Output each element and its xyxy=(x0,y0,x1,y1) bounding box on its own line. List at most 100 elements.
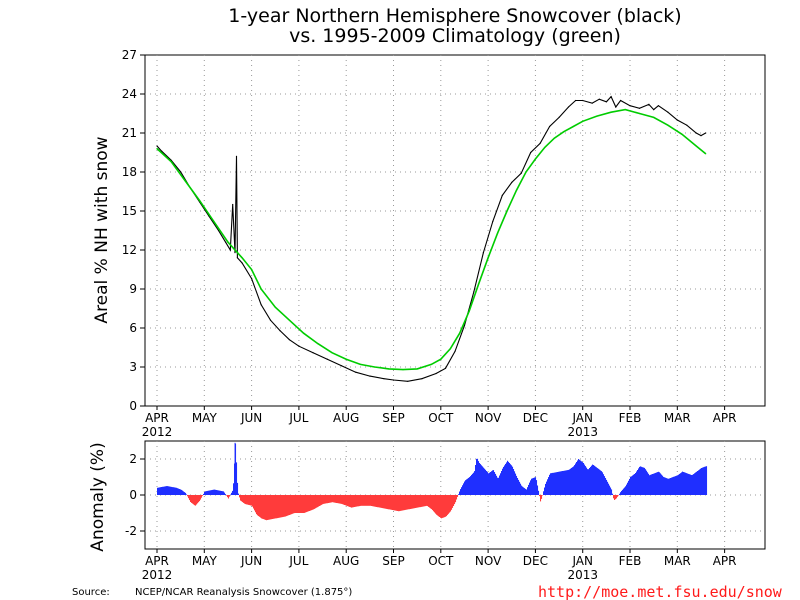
anomaly-bar xyxy=(519,481,521,495)
anomaly-y-axis: -2 0 2 xyxy=(125,452,145,538)
anomaly-bar xyxy=(562,471,564,495)
anomaly-bar xyxy=(481,465,483,495)
anomaly-bar xyxy=(284,495,286,517)
anomaly-bar xyxy=(554,472,556,495)
anomaly-bar xyxy=(303,495,305,513)
anomaly-bar xyxy=(246,495,248,505)
main-y-tick-label: 3 xyxy=(129,360,137,374)
anomaly-bar xyxy=(470,476,472,495)
snowcover-point xyxy=(511,181,513,183)
anomaly-bar xyxy=(162,486,164,495)
anomaly-bar xyxy=(561,471,563,495)
anomaly-bar xyxy=(252,495,254,507)
anomaly-bar xyxy=(698,470,700,495)
anomaly-bar xyxy=(280,495,282,518)
snowcover-point xyxy=(444,367,447,369)
anomaly-bar xyxy=(159,487,161,495)
anomaly-bar xyxy=(663,476,665,495)
anomaly-bar xyxy=(435,495,437,514)
anomaly-bar xyxy=(565,470,567,495)
anomaly-bar xyxy=(314,495,316,509)
snowcover-point xyxy=(582,99,584,102)
anomaly-bar xyxy=(292,495,294,514)
main-year-label: 2012 xyxy=(142,425,173,439)
anomaly-bar xyxy=(250,495,252,506)
anomaly-bar xyxy=(338,495,340,504)
anomaly-bar xyxy=(573,466,575,495)
climatology-point xyxy=(359,363,361,365)
anomaly-bar xyxy=(627,482,629,495)
main-y-tick-label: 27 xyxy=(122,48,137,62)
anomaly-bar xyxy=(415,495,417,508)
anomaly-bar xyxy=(407,495,409,510)
climatology-point xyxy=(430,363,432,365)
anomaly-bar xyxy=(184,492,186,495)
anomaly-bar xyxy=(621,490,623,495)
climatology-point xyxy=(402,369,404,371)
anomaly-bar xyxy=(228,495,230,499)
anomaly-bar xyxy=(583,463,585,495)
anomaly-bar xyxy=(460,489,462,495)
source-url-link[interactable]: http://moe.met.fsu.edu/snow xyxy=(538,583,783,600)
anomaly-bar xyxy=(453,495,455,506)
anomaly-bar xyxy=(326,495,328,504)
anomaly-bar xyxy=(544,487,546,495)
anomaly-bar xyxy=(339,495,341,504)
anomaly-bar xyxy=(641,466,643,495)
anomaly-bar xyxy=(427,495,429,507)
anomaly-bar xyxy=(337,495,339,504)
anomaly-bar xyxy=(688,473,690,495)
anomaly-bar xyxy=(521,485,523,495)
climatology-point xyxy=(487,257,489,259)
anomaly-bar xyxy=(343,495,345,505)
main-x-tick-label: AUG xyxy=(333,411,359,425)
anomaly-bar xyxy=(313,495,315,510)
anomaly-bar xyxy=(237,482,239,495)
main-y-axis: 0 3 6 9 12 15 18 21 24 27 xyxy=(122,48,145,413)
anomaly-bar xyxy=(244,495,246,504)
anomaly-bar xyxy=(258,495,260,517)
anomaly-bar xyxy=(660,473,662,495)
anomaly-bar xyxy=(371,495,373,506)
anomaly-bar xyxy=(177,488,179,495)
anomaly-bar xyxy=(206,491,208,495)
anomaly-bar xyxy=(577,460,579,495)
anomaly-year-label: 2013 xyxy=(567,568,598,582)
anomaly-bar xyxy=(450,495,452,512)
anomaly-bar xyxy=(424,495,426,507)
snowcover-point xyxy=(676,119,678,121)
anomaly-bar xyxy=(473,472,475,495)
anomaly-bar xyxy=(175,487,177,495)
anomaly-bar xyxy=(469,477,471,495)
anomaly-bar xyxy=(447,495,449,515)
anomaly-bar xyxy=(528,484,530,495)
anomaly-bar xyxy=(532,478,534,495)
anomaly-bar xyxy=(199,495,201,502)
main-y-tick-label: 18 xyxy=(122,165,137,179)
anomaly-bar xyxy=(614,495,616,500)
snowcover-point xyxy=(598,98,600,100)
anomaly-bar xyxy=(563,470,565,495)
snowcover-point xyxy=(229,249,231,251)
anomaly-bar xyxy=(699,469,701,495)
anomaly-bar xyxy=(692,474,694,495)
anomaly-bar xyxy=(683,472,685,495)
anomaly-bar xyxy=(308,495,310,512)
anomaly-bar xyxy=(360,495,362,506)
anomaly-bar xyxy=(428,495,430,507)
anomaly-bar xyxy=(262,495,264,519)
climatology-point xyxy=(681,133,683,135)
anomaly-bar xyxy=(535,477,537,495)
anomaly-bar xyxy=(516,475,518,495)
anomaly-bar xyxy=(676,475,678,495)
anomaly-bar xyxy=(232,490,234,495)
anomaly-bar xyxy=(160,487,162,495)
anomaly-bar xyxy=(596,467,598,495)
anomaly-bar xyxy=(192,495,194,504)
anomaly-bar xyxy=(705,466,707,495)
anomaly-bar xyxy=(443,495,445,518)
anomaly-bar xyxy=(618,495,620,496)
anomaly-bar xyxy=(597,468,599,495)
anomaly-bar xyxy=(653,473,655,495)
anomaly-bar xyxy=(510,464,512,495)
